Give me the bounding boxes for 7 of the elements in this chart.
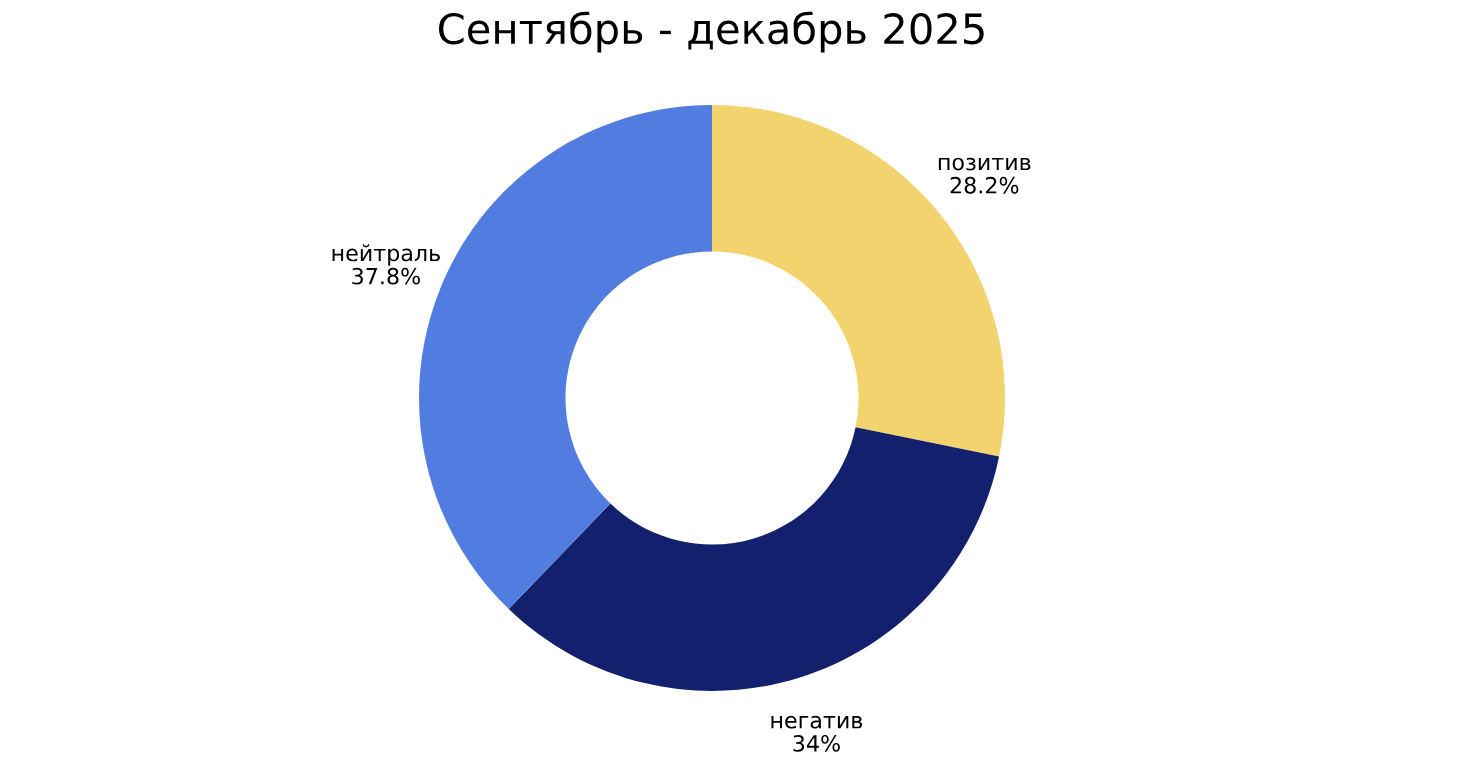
data-label: 37.8% — [352, 267, 420, 285]
chart-title: Сентябрь - декабрь 2025 — [439, 11, 984, 53]
data-label: 34% — [793, 734, 840, 752]
slice-label: негатив — [771, 715, 863, 729]
data-label: 28.2% — [950, 176, 1019, 194]
slice-label: нейтраль — [332, 244, 440, 266]
slice-label: позитив — [938, 157, 1031, 171]
